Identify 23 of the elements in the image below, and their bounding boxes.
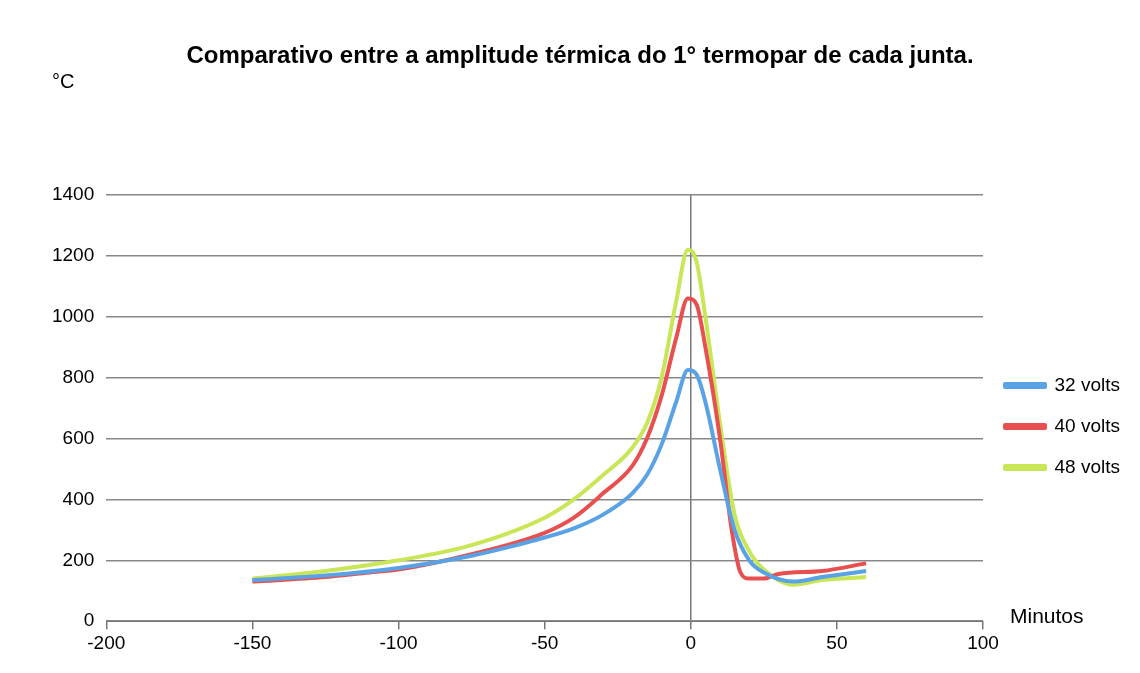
chart-title: Comparativo entre a amplitude térmica do 1° termopar de cada junta. xyxy=(185,40,975,70)
x-tick-label: 100 xyxy=(967,631,999,653)
x-tick-label: -100 xyxy=(379,631,418,653)
line-series xyxy=(250,247,869,587)
y-tick-label: 400 xyxy=(62,487,95,509)
legend-label: 32 volts xyxy=(1054,373,1120,395)
x-tick-label: -150 xyxy=(233,631,272,653)
line-series xyxy=(250,368,869,584)
x-axis-title: Minutos xyxy=(1010,604,1084,628)
x-tick-label: -50 xyxy=(530,631,559,653)
x-tick-label: 0 xyxy=(685,631,697,653)
y-axis-title: °C xyxy=(52,70,75,93)
y-tick-label: 1200 xyxy=(51,244,95,266)
x-tick-label: 50 xyxy=(826,631,848,653)
legend-label: 48 volts xyxy=(1054,455,1120,477)
y-tick-label: 0 xyxy=(83,609,95,631)
x-tick-label: -200 xyxy=(87,631,126,653)
y-tick-label: 200 xyxy=(62,548,95,570)
y-tick-label: 1000 xyxy=(51,305,95,327)
y-tick-label: 600 xyxy=(62,426,95,448)
y-tick-label: 800 xyxy=(62,365,95,387)
legend-label: 40 volts xyxy=(1054,414,1120,436)
y-tick-label: 1400 xyxy=(51,183,95,205)
